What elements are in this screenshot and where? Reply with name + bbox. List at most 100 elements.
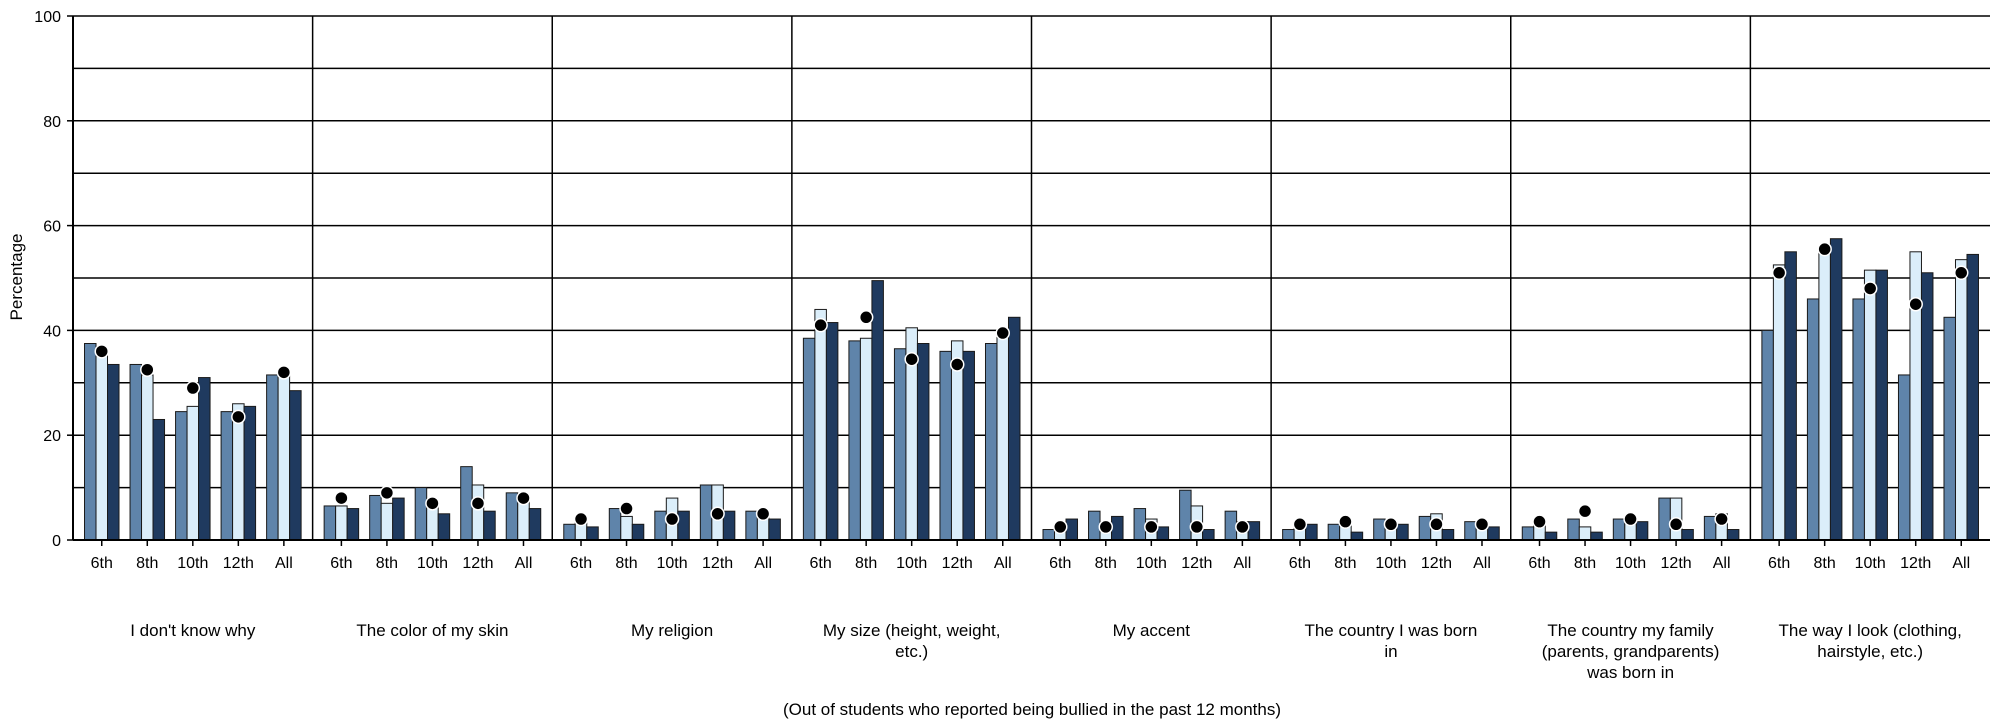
bar: [916, 343, 930, 541]
x-tick-label: 10th: [656, 555, 687, 572]
group-label: My religion: [631, 621, 713, 640]
bar: [586, 526, 599, 541]
y-tick-label: 20: [43, 428, 61, 445]
y-tick-label: 60: [43, 219, 61, 236]
group-label-line: etc.): [895, 642, 928, 661]
marker-dot: [710, 506, 725, 522]
marker-dot: [1235, 519, 1250, 535]
bar: [1007, 316, 1021, 541]
marker-dot: [1338, 514, 1353, 529]
bar: [1065, 518, 1079, 541]
bar: [1373, 518, 1386, 541]
marker-dot: [379, 485, 395, 501]
marker-dot: [1668, 517, 1684, 532]
marker-dot: [276, 365, 292, 380]
bar: [289, 390, 302, 541]
marker-dot: [516, 490, 531, 506]
marker-dot: [1189, 519, 1205, 535]
group-label: My size (height, weight, etc.): [823, 621, 1001, 661]
bar: [1111, 515, 1124, 541]
x-tick-label: 6th: [330, 555, 352, 572]
x-tick-label: 12th: [1421, 555, 1452, 572]
bar: [346, 508, 360, 541]
bar: [483, 510, 496, 541]
marker-dot: [1383, 517, 1399, 532]
bar: [1305, 523, 1318, 541]
marker-dot: [94, 344, 110, 359]
marker-dot: [1862, 281, 1878, 296]
bar: [1818, 248, 1831, 541]
bar: [186, 405, 200, 541]
group-label-line: My religion: [631, 621, 713, 640]
x-tick-label: 12th: [223, 555, 254, 572]
x-axis-label: (Out of students who reported being bull…: [783, 700, 1281, 719]
bar: [1829, 238, 1843, 541]
x-tick-label: 10th: [1615, 555, 1646, 572]
bar: [1806, 298, 1820, 541]
bar: [505, 492, 519, 541]
markers: [94, 241, 1969, 535]
bar: [175, 411, 188, 541]
bar: [471, 484, 485, 541]
x-tick-label: 10th: [1855, 555, 1886, 572]
bar: [266, 374, 279, 541]
bar: [654, 510, 667, 541]
y-axis-label: Percentage: [7, 234, 26, 321]
x-tick-label: All: [1952, 555, 1970, 572]
bar: [1875, 269, 1888, 541]
y-tick-label: 40: [43, 323, 61, 340]
group-label-line: The color of my skin: [356, 621, 508, 640]
x-tick-label: All: [754, 555, 772, 572]
bar: [1042, 529, 1056, 541]
y-tick-label: 100: [34, 9, 61, 26]
marker-dot: [1714, 511, 1729, 527]
bar: [631, 523, 645, 541]
bar: [323, 505, 337, 541]
bar: [563, 523, 576, 541]
bar: [528, 508, 542, 541]
axes: [67, 15, 1990, 546]
x-tick-label: 8th: [615, 555, 637, 572]
group-label-line: The country my family: [1547, 621, 1714, 640]
group-label-line: The country I was born: [1304, 621, 1477, 640]
marker-dot: [949, 357, 965, 372]
bar: [1703, 515, 1717, 541]
bar: [893, 348, 907, 541]
marker-dot: [470, 496, 486, 511]
bar: [152, 418, 166, 541]
x-tick-label: 6th: [1289, 555, 1311, 572]
marker-dot: [1292, 517, 1308, 532]
marker-dot: [755, 506, 771, 522]
x-tick-label: 8th: [136, 555, 158, 572]
bar: [1088, 510, 1101, 541]
bar: [1282, 529, 1295, 541]
group-label-line: hairstyle, etc.): [1817, 642, 1923, 661]
bar: [814, 308, 827, 541]
bar: [608, 508, 622, 541]
marker-dot: [1771, 265, 1787, 281]
bar: [129, 363, 143, 541]
x-tick-label: 6th: [810, 555, 832, 572]
marker-dot: [231, 409, 246, 425]
bar: [1544, 531, 1558, 541]
marker-dot: [334, 490, 349, 506]
bar: [1772, 264, 1786, 541]
x-tick-label: 10th: [896, 555, 927, 572]
bar: [437, 513, 451, 541]
marker-dot: [1474, 517, 1490, 532]
marker-dot: [140, 362, 155, 377]
bar: [1897, 374, 1911, 541]
bar: [1681, 529, 1694, 541]
bar: [1909, 251, 1922, 541]
marker-dot: [425, 496, 440, 511]
x-tick-label: All: [1233, 555, 1251, 572]
group-label: The country my family (parents, grandpare…: [1542, 621, 1720, 682]
marker-dot: [1817, 241, 1832, 257]
bar: [1635, 521, 1649, 541]
x-tick-label: 10th: [417, 555, 448, 572]
marker-dot: [619, 501, 634, 516]
x-tick-label: 12th: [1181, 555, 1212, 572]
bar: [277, 374, 291, 541]
bar: [460, 466, 473, 541]
